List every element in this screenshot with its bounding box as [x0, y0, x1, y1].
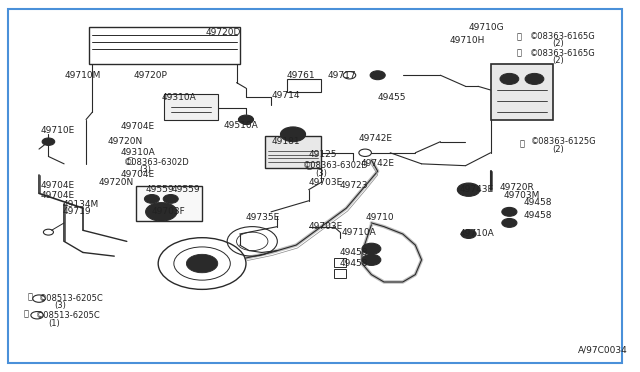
Text: A/97C0034: A/97C0034 — [579, 346, 628, 355]
Text: 49720R: 49720R — [500, 183, 535, 192]
Circle shape — [502, 208, 517, 216]
Text: 49559: 49559 — [172, 185, 200, 194]
Circle shape — [525, 73, 544, 84]
Text: 49458: 49458 — [523, 198, 552, 207]
Circle shape — [370, 71, 385, 80]
Text: ©08513-6205C: ©08513-6205C — [36, 311, 100, 320]
Bar — [334, 258, 346, 267]
Text: 49743E: 49743E — [460, 185, 493, 194]
Text: ©08363-6302D: ©08363-6302D — [124, 157, 189, 167]
Circle shape — [163, 195, 179, 203]
Circle shape — [239, 115, 253, 124]
Text: (2): (2) — [552, 39, 564, 48]
Bar — [89, 27, 240, 64]
Circle shape — [458, 183, 480, 196]
Text: Ⓢ: Ⓢ — [306, 161, 311, 170]
Text: 49310A: 49310A — [120, 148, 156, 157]
Circle shape — [362, 254, 381, 265]
Text: 49510A: 49510A — [224, 121, 259, 129]
Circle shape — [502, 218, 517, 227]
Bar — [164, 94, 218, 119]
Bar — [334, 269, 346, 278]
Text: ©08363-6165G: ©08363-6165G — [530, 49, 596, 58]
Text: (3): (3) — [315, 169, 327, 177]
Text: 49310A: 49310A — [161, 93, 196, 102]
Circle shape — [500, 73, 519, 84]
Text: 49458: 49458 — [340, 259, 369, 268]
Text: Ⓢ: Ⓢ — [520, 139, 524, 148]
Text: (3): (3) — [54, 301, 67, 311]
Text: 49703M: 49703M — [503, 191, 540, 200]
Text: 49458: 49458 — [523, 211, 552, 220]
Text: 49735E: 49735E — [246, 213, 280, 222]
Bar — [265, 136, 321, 167]
Text: (2): (2) — [552, 56, 564, 65]
Text: 49704E: 49704E — [120, 122, 155, 131]
Text: (2): (2) — [552, 145, 564, 154]
Text: Ⓢ: Ⓢ — [516, 49, 522, 58]
Text: 49720P: 49720P — [133, 71, 167, 80]
Text: 49134M: 49134M — [63, 200, 99, 209]
Circle shape — [42, 138, 54, 145]
Bar — [136, 186, 202, 221]
Text: (3): (3) — [140, 165, 151, 174]
Text: ©08363-6302D: ©08363-6302D — [303, 161, 368, 170]
Text: Ⓢ: Ⓢ — [27, 292, 32, 301]
Text: 49717: 49717 — [328, 71, 356, 80]
Text: 49710A: 49710A — [341, 228, 376, 237]
Text: 49458: 49458 — [340, 248, 369, 257]
Text: Ⓢ: Ⓢ — [24, 309, 29, 318]
Text: ©08363-6125G: ©08363-6125G — [531, 137, 597, 146]
Text: 49704E: 49704E — [40, 191, 74, 200]
Text: ©08513-6205C: ©08513-6205C — [39, 294, 104, 303]
Text: 49720N: 49720N — [108, 137, 143, 146]
Text: 49559: 49559 — [146, 185, 174, 194]
Text: 49761: 49761 — [287, 71, 316, 80]
Circle shape — [280, 127, 305, 142]
Circle shape — [186, 254, 218, 273]
Text: 49710: 49710 — [365, 213, 394, 222]
Bar — [491, 64, 554, 119]
Text: 49704E: 49704E — [40, 182, 74, 190]
Circle shape — [146, 203, 177, 221]
Text: Ⓢ: Ⓢ — [516, 32, 522, 41]
Text: 49710H: 49710H — [450, 36, 485, 45]
Text: 49719: 49719 — [63, 207, 92, 217]
Text: 49455: 49455 — [378, 93, 406, 102]
Text: 49703E: 49703E — [308, 178, 343, 187]
Text: 49723: 49723 — [340, 182, 369, 190]
Text: 49703F: 49703F — [152, 207, 186, 217]
Text: 49710G: 49710G — [468, 23, 504, 32]
Text: 49742E: 49742E — [360, 159, 394, 169]
Text: 49125: 49125 — [308, 150, 337, 159]
Text: 49710M: 49710M — [64, 71, 100, 80]
Text: ©08363-6165G: ©08363-6165G — [530, 32, 596, 41]
Text: 49720N: 49720N — [99, 178, 134, 187]
Text: (1): (1) — [49, 319, 60, 328]
Circle shape — [145, 195, 159, 203]
Text: 49720D: 49720D — [205, 28, 241, 37]
Text: 49714: 49714 — [271, 91, 300, 100]
Text: 49710A: 49710A — [460, 230, 494, 238]
Text: 49710E: 49710E — [40, 126, 74, 135]
Text: 49181: 49181 — [271, 137, 300, 146]
Bar — [287, 79, 321, 92]
Circle shape — [362, 243, 381, 254]
Text: 49703E: 49703E — [308, 222, 343, 231]
Circle shape — [461, 230, 476, 238]
Text: Ⓢ: Ⓢ — [127, 157, 132, 166]
Text: 49704E: 49704E — [120, 170, 155, 179]
Text: 49742E: 49742E — [359, 134, 393, 142]
